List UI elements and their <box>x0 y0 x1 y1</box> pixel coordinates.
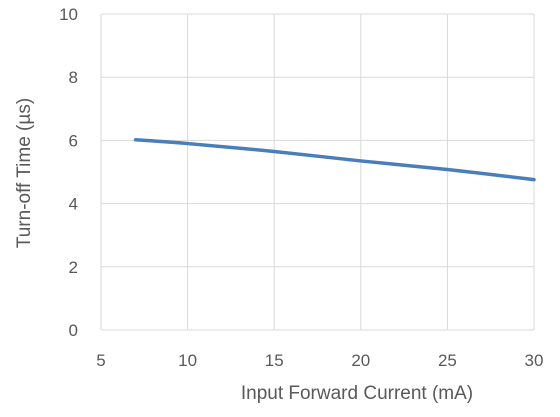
x-tick-label: 5 <box>96 351 105 370</box>
series-line <box>133 138 536 182</box>
axes <box>100 14 534 331</box>
x-tick-label: 15 <box>265 351 284 370</box>
y-axis-title: Turn-off Time (µs) <box>14 98 35 248</box>
tick-labels: 0 2 4 6 8 10 5 10 15 20 25 30 <box>59 5 543 370</box>
y-tick-label: 4 <box>69 195 78 214</box>
y-tick-label: 0 <box>69 321 78 340</box>
gridlines <box>100 13 535 331</box>
x-tick-label: 10 <box>178 351 197 370</box>
x-tick-label: 20 <box>351 351 370 370</box>
y-tick-label: 2 <box>69 258 78 277</box>
x-axis-title: Input Forward Current (mA) <box>241 383 473 404</box>
y-tick-label: 10 <box>59 5 78 24</box>
x-tick-label: 25 <box>438 351 457 370</box>
y-tick-label: 8 <box>69 68 78 87</box>
series-layer <box>133 138 536 182</box>
x-tick-label: 30 <box>525 351 544 370</box>
y-tick-label: 6 <box>69 131 78 150</box>
